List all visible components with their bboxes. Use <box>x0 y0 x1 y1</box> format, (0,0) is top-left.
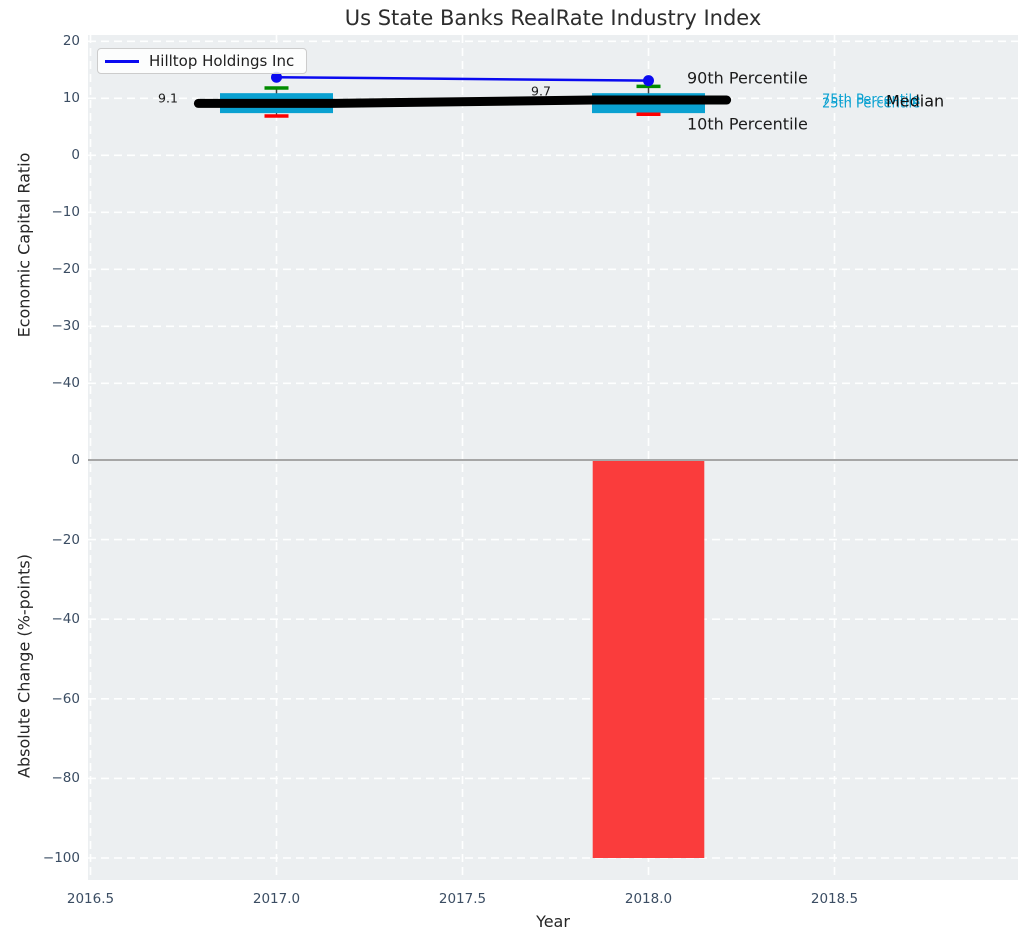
annotation-75th-percentile: 75th Percentile <box>822 92 921 108</box>
annotation-10th-percentile: 10th Percentile <box>687 114 808 134</box>
top-y-axis-label: Economic Capital Ratio <box>14 152 34 338</box>
legend-line-swatch <box>105 59 139 63</box>
hilltop-marker <box>271 71 282 83</box>
change-bar <box>592 460 705 858</box>
annotation-median-2017: 9.1 <box>158 90 178 106</box>
annotation-90th-percentile: 90th Percentile <box>687 68 808 88</box>
annotation-median-label: Median <box>886 91 945 111</box>
hilltop-line <box>276 75 649 82</box>
x-axis-label: Year <box>536 912 570 931</box>
median-trend-line <box>193 95 732 108</box>
hilltop-marker <box>643 75 654 87</box>
axes-background <box>88 35 1018 880</box>
legend: Hilltop Holdings Inc <box>97 48 308 74</box>
legend-label: Hilltop Holdings Inc <box>149 52 295 70</box>
annotation-25th-percentile: 25th Percentile <box>822 96 921 112</box>
chart-title: Us State Banks RealRate Industry Index <box>344 6 762 30</box>
bottom-y-axis-label: Absolute Change (%-points) <box>14 554 34 778</box>
annotation-median-2018: 9.7 <box>531 83 551 99</box>
